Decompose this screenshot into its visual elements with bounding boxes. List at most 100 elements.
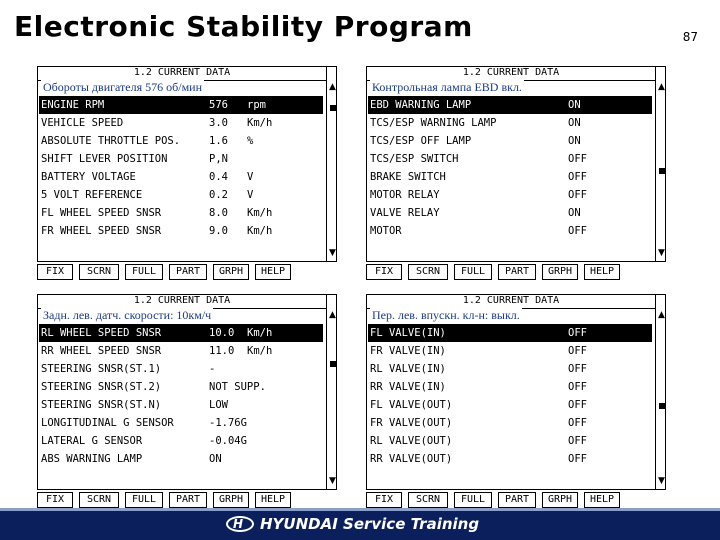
- function-key-scrn[interactable]: SCRN: [79, 264, 119, 280]
- parameter-value: 8.0: [209, 207, 228, 219]
- parameter-value: ON: [568, 207, 581, 219]
- data-row[interactable]: ABSOLUTE THROTTLE POS. 1.6%: [39, 132, 323, 150]
- data-row[interactable]: EBD WARNING LAMP ON: [368, 96, 652, 114]
- function-key-full[interactable]: FULL: [125, 264, 163, 280]
- function-key-help[interactable]: HELP: [255, 264, 291, 280]
- parameter-value: OFF: [568, 189, 587, 201]
- function-key-scrn[interactable]: SCRN: [408, 492, 448, 508]
- scroll-up-arrow-icon[interactable]: ▲: [329, 82, 336, 92]
- data-row[interactable]: FL VALVE(OUT) OFF: [368, 396, 652, 414]
- function-key-fix[interactable]: FIX: [366, 492, 402, 508]
- scroll-down-arrow-icon[interactable]: ▼: [658, 248, 665, 258]
- scroll-down-arrow-icon[interactable]: ▼: [329, 248, 336, 258]
- function-key-fix[interactable]: FIX: [37, 492, 73, 508]
- parameter-value: NOT SUPP.: [209, 381, 266, 393]
- scroll-thumb[interactable]: [330, 105, 336, 111]
- function-key-part[interactable]: PART: [169, 492, 207, 508]
- data-row[interactable]: STEERING SNSR(ST.2) NOT SUPP.: [39, 378, 323, 396]
- function-key-part[interactable]: PART: [169, 264, 207, 280]
- parameter-value: OFF: [568, 453, 587, 465]
- function-key-bar: FIX SCRN FULL PART GRPH HELP: [366, 264, 666, 282]
- parameter-name: LONGITUDINAL G SENSOR: [41, 417, 174, 429]
- scroll-down-arrow-icon[interactable]: ▼: [329, 476, 336, 486]
- data-row[interactable]: FL WHEEL SPEED SNSR 8.0 Km/h: [39, 204, 323, 222]
- scroll-thumb[interactable]: [659, 403, 665, 409]
- function-key-fix[interactable]: FIX: [366, 264, 402, 280]
- parameter-name: ABS WARNING LAMP: [41, 453, 143, 465]
- function-key-help[interactable]: HELP: [584, 492, 620, 508]
- parameter-value: OFF: [568, 345, 587, 357]
- function-key-part[interactable]: PART: [498, 264, 536, 280]
- function-key-scrn[interactable]: SCRN: [408, 264, 448, 280]
- scroll-thumb[interactable]: [659, 168, 665, 174]
- parameter-value: OFF: [568, 327, 587, 339]
- function-key-grph[interactable]: GRPH: [213, 492, 249, 508]
- data-row[interactable]: TCS/ESP SWITCH OFF: [368, 150, 652, 168]
- data-row[interactable]: RR VALVE(IN) OFF: [368, 378, 652, 396]
- parameter-unit: rpm: [247, 99, 266, 111]
- data-row[interactable]: STEERING SNSR(ST.1) -: [39, 360, 323, 378]
- function-key-full[interactable]: FULL: [125, 492, 163, 508]
- parameter-name: MOTOR RELAY: [370, 189, 440, 201]
- data-list: ENGINE RPM 576 rpm VEHICLE SPEED 3.0 Km/h ABSO…: [39, 96, 323, 240]
- data-row[interactable]: FR VALVE(IN) OFF: [368, 342, 652, 360]
- parameter-name: ABSOLUTE THROTTLE POS.: [41, 135, 181, 147]
- scroll-thumb[interactable]: [330, 361, 336, 367]
- data-row[interactable]: VEHICLE SPEED 3.0 Km/h: [39, 114, 323, 132]
- data-row[interactable]: RR VALVE(OUT) OFF: [368, 450, 652, 468]
- function-key-fix[interactable]: FIX: [37, 264, 73, 280]
- parameter-name: RL VALVE(OUT): [370, 435, 453, 447]
- data-row[interactable]: TCS/ESP WARNING LAMP ON: [368, 114, 652, 132]
- panel-frame: [37, 294, 337, 490]
- data-row[interactable]: TCS/ESP OFF LAMP ON: [368, 132, 652, 150]
- scroll-up-arrow-icon[interactable]: ▲: [329, 310, 336, 320]
- data-row[interactable]: RL VALVE(OUT) OFF: [368, 432, 652, 450]
- data-row[interactable]: BRAKE SWITCH OFF: [368, 168, 652, 186]
- data-row[interactable]: FL VALVE(IN) OFF: [368, 324, 652, 342]
- annotation-note: Контрольная лампа EBD вкл.: [370, 80, 524, 95]
- scroll-up-arrow-icon[interactable]: ▲: [658, 310, 665, 320]
- parameter-value: LOW: [209, 399, 228, 411]
- scan-tool-panel-4: 1.2 CURRENT DATA Пер. лев. впускн. кл-н: …: [366, 294, 666, 512]
- parameter-name: STEERING SNSR(ST.N): [41, 399, 162, 411]
- data-row[interactable]: MOTOR OFF: [368, 222, 652, 240]
- scan-tool-panel-3: 1.2 CURRENT DATA Задн. лев. датч. скорост…: [37, 294, 337, 512]
- scroll-down-arrow-icon[interactable]: ▼: [658, 476, 665, 486]
- page-title: Electronic Stability Program: [14, 10, 473, 43]
- function-key-scrn[interactable]: SCRN: [79, 492, 119, 508]
- scrollbar-divider: [655, 66, 656, 262]
- data-row[interactable]: ABS WARNING LAMP ON: [39, 450, 323, 468]
- data-list: FL VALVE(IN) OFF FR VALVE(IN) OFF RL VALVE(I…: [368, 324, 652, 468]
- data-row[interactable]: MOTOR RELAY OFF: [368, 186, 652, 204]
- function-key-full[interactable]: FULL: [454, 264, 492, 280]
- data-row[interactable]: RL VALVE(IN) OFF: [368, 360, 652, 378]
- scroll-up-arrow-icon[interactable]: ▲: [658, 82, 665, 92]
- data-row[interactable]: RL WHEEL SPEED SNSR 10.0 Km/h: [39, 324, 323, 342]
- data-row[interactable]: LATERAL G SENSOR -0.04G: [39, 432, 323, 450]
- parameter-unit: V: [247, 171, 254, 183]
- parameter-value: OFF: [568, 381, 587, 393]
- data-row[interactable]: FR WHEEL SPEED SNSR 9.0 Km/h: [39, 222, 323, 240]
- function-key-help[interactable]: HELP: [584, 264, 620, 280]
- data-row[interactable]: RR WHEEL SPEED SNSR 11.0 Km/h: [39, 342, 323, 360]
- data-row[interactable]: ENGINE RPM 576 rpm: [39, 96, 323, 114]
- parameter-value: -1.76G: [209, 417, 247, 429]
- panel-frame: [366, 66, 666, 262]
- scan-tool-panel-1: 1.2 CURRENT DATA Обороты двигателя 576 об…: [37, 66, 337, 284]
- function-key-grph[interactable]: GRPH: [542, 492, 578, 508]
- data-row[interactable]: VALVE RELAY ON: [368, 204, 652, 222]
- data-row[interactable]: 5 VOLT REFERENCE 0.2 V: [39, 186, 323, 204]
- data-row[interactable]: SHIFT LEVER POSITION P,N: [39, 150, 323, 168]
- function-key-part[interactable]: PART: [498, 492, 536, 508]
- annotation-note: Задн. лев. датч. скорости: 10км/ч: [41, 308, 214, 323]
- data-row[interactable]: LONGITUDINAL G SENSOR -1.76G: [39, 414, 323, 432]
- parameter-value: -: [209, 363, 216, 375]
- function-key-full[interactable]: FULL: [454, 492, 492, 508]
- function-key-grph[interactable]: GRPH: [213, 264, 249, 280]
- function-key-grph[interactable]: GRPH: [542, 264, 578, 280]
- data-row[interactable]: FR VALVE(OUT) OFF: [368, 414, 652, 432]
- data-row[interactable]: BATTERY VOLTAGE 0.4 V: [39, 168, 323, 186]
- data-row[interactable]: STEERING SNSR(ST.N) LOW: [39, 396, 323, 414]
- function-key-help[interactable]: HELP: [255, 492, 291, 508]
- parameter-unit: Km/h: [247, 345, 273, 357]
